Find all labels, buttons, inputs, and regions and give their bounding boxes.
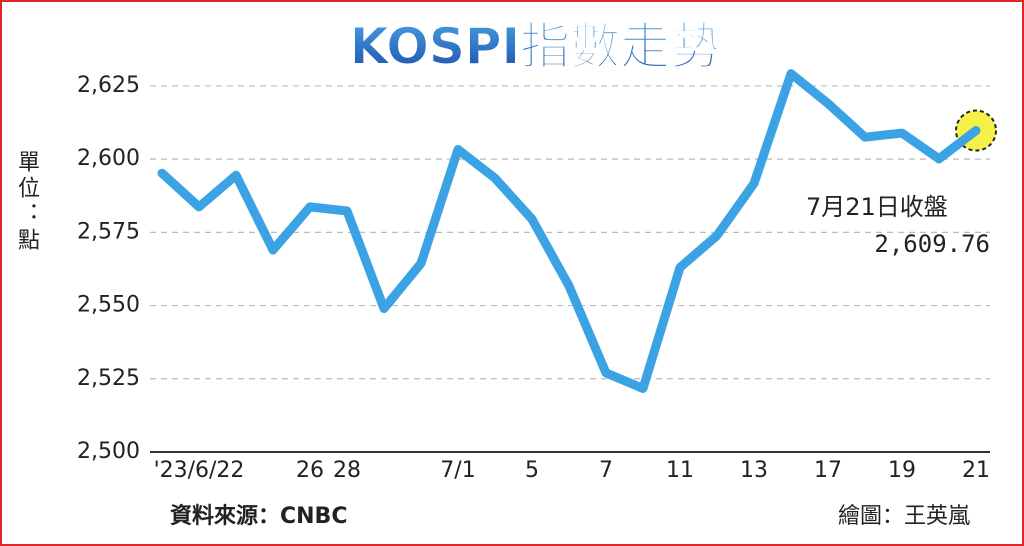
x-tick-label: 13 [740, 458, 768, 483]
source: 資料來源：CNBC [170, 503, 347, 529]
x-tick-label: 17 [814, 458, 842, 483]
chart-title: KOSPI指數走勢 [350, 18, 720, 76]
y-tick-label: 2,575 [77, 219, 140, 244]
y-tick-label: 2,600 [77, 146, 140, 171]
series-line-end [934, 126, 981, 164]
x-tick-label: 5 [525, 458, 539, 483]
y-tick-label: 2,550 [77, 293, 140, 318]
y-axis-label: 單位：點 [14, 150, 40, 254]
y-tick-label: 2,525 [77, 366, 140, 391]
y-tick-label: 2,625 [77, 73, 140, 98]
y-tick-label: 2,500 [77, 439, 140, 464]
value-label: 2,609.76 [874, 230, 990, 258]
x-tick-label: 21 [962, 458, 990, 483]
x-tick-label: '23/6/22 [154, 458, 245, 483]
x-tick-label: 28 [333, 458, 361, 483]
x-tick-label: 19 [888, 458, 916, 483]
annotation: 7月21日收盤 [806, 193, 948, 221]
x-tick-label: 7 [599, 458, 613, 483]
series-line [157, 69, 981, 393]
credit: 繪圖：王英嵐 [838, 504, 970, 529]
x-tick-label: 26 [296, 458, 324, 483]
x-tick-label: 7/1 [440, 458, 475, 483]
x-tick-label: 11 [666, 458, 694, 483]
